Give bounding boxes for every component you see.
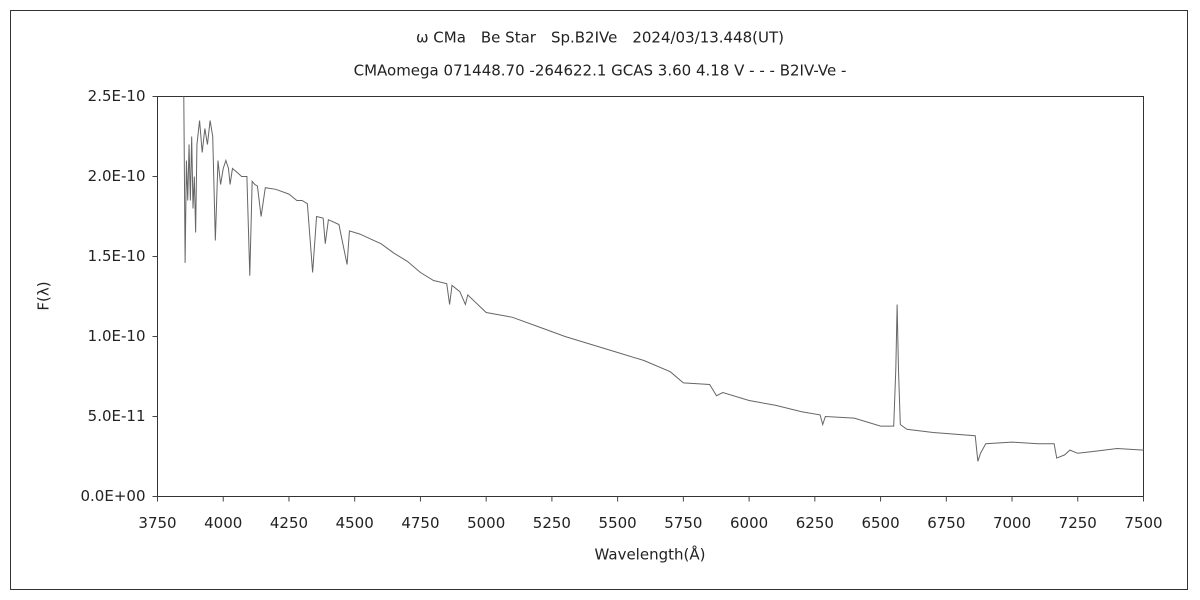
plot-frame	[157, 96, 1144, 497]
x-tick-label: 5000	[467, 514, 505, 532]
x-tick-label: 6000	[730, 514, 768, 532]
x-tick-label: 4250	[270, 514, 308, 532]
x-tick-label: 4500	[336, 514, 374, 532]
x-axis-label: Wavelength(Å)	[595, 545, 706, 564]
x-tick-label: 6750	[927, 514, 965, 532]
y-tick-label: 0.0E+00	[81, 487, 146, 505]
x-tick-label: 7000	[993, 514, 1031, 532]
x-tick-label: 7500	[1124, 514, 1162, 532]
y-tick-label: 1.0E-10	[88, 327, 146, 345]
chart-title: ω CMa Be Star Sp.B2IVe 2024/03/13.448(UT…	[416, 29, 784, 47]
spectrum-line	[183, 96, 1144, 462]
y-tick-label: 5.0E-11	[88, 407, 146, 425]
x-tick-label: 4000	[204, 514, 242, 532]
x-tick-label: 3750	[138, 514, 176, 532]
x-tick-label: 5750	[664, 514, 702, 532]
y-tick-label: 2.5E-10	[88, 87, 146, 105]
x-tick-label: 6250	[796, 514, 834, 532]
chart-frame	[10, 10, 1188, 590]
x-tick-label: 4750	[401, 514, 439, 532]
x-tick-label: 6500	[861, 514, 899, 532]
x-tick-label: 5250	[533, 514, 571, 532]
y-tick-label: 1.5E-10	[88, 247, 146, 265]
x-tick-label: 5500	[599, 514, 637, 532]
chart-subtitle: CMAomega 071448.70 -264622.1 GCAS 3.60 4…	[354, 62, 847, 80]
x-tick-label: 7250	[1059, 514, 1097, 532]
y-axis-label: F(λ)	[35, 281, 53, 310]
y-tick-label: 2.0E-10	[88, 167, 146, 185]
